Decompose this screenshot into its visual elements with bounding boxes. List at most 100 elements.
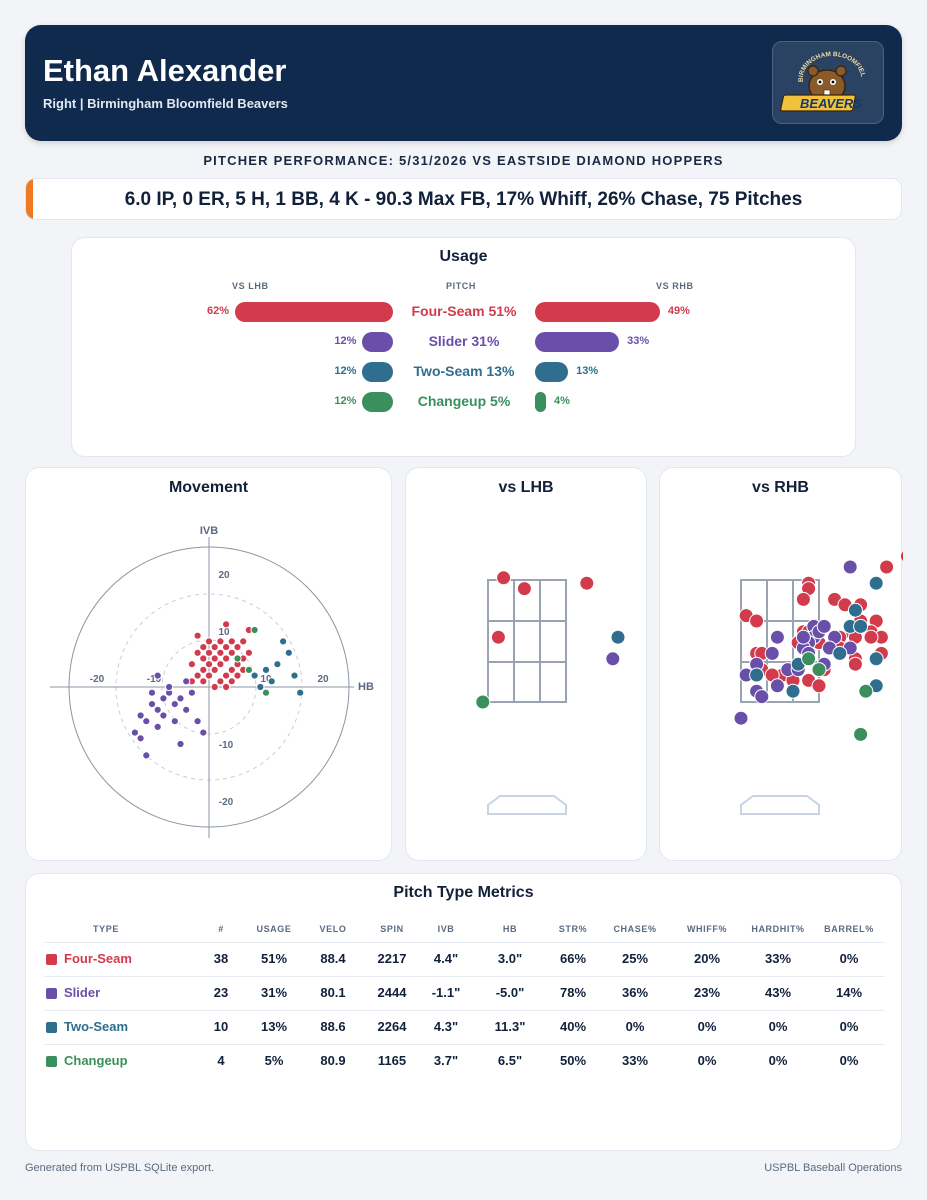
movement-point-four-seam-21 — [187, 660, 196, 669]
rhb-point-slider-18 — [764, 645, 780, 661]
rhb-point-two-seam-3 — [853, 618, 869, 634]
metrics-cell-changeup-10: 0% — [839, 1053, 859, 1068]
movement-point-changeup-1 — [233, 654, 242, 663]
movement-point-four-seam-27 — [210, 665, 219, 674]
movement-point-slider-9 — [165, 682, 174, 692]
metrics-cell-four-seam-0: 38 — [213, 951, 229, 966]
metrics-cell-changeup-4: 3.7" — [433, 1053, 459, 1068]
swatch-two-seam — [46, 1022, 57, 1033]
rhb-point-slider-10 — [769, 678, 785, 694]
movement-point-slider-14 — [170, 717, 179, 726]
usage-card: Usage VS LHB PITCH VS RHB 62% Four-Seam 5… — [71, 237, 856, 457]
movement-point-slider-0 — [147, 700, 157, 709]
metrics-cell-two-seam-10: 0% — [839, 1019, 859, 1034]
lhb-point-slider-0 — [605, 651, 621, 667]
lhb-point-four-seam-1 — [516, 581, 532, 597]
footer-left: Generated from USPBL SQLite export. — [25, 1162, 215, 1174]
movement-point-four-seam-0 — [222, 620, 231, 629]
movement-point-two-seam-7 — [256, 682, 265, 692]
player-header: Ethan Alexander Right | Birmingham Bloom… — [25, 25, 902, 141]
player-name: Ethan Alexander — [43, 53, 287, 88]
rhb-point-four-seam-0 — [899, 550, 903, 563]
metrics-header-4: SPIN — [380, 924, 404, 934]
movement-tick-x-neg20: -20 — [90, 674, 105, 685]
movement-point-four-seam-8 — [210, 643, 219, 652]
metrics-cell-four-seam-4: 4.4" — [433, 951, 459, 966]
metrics-row-rule — [44, 1010, 885, 1011]
movement-points — [130, 620, 305, 760]
rhb-location-card: vs RHB — [659, 467, 903, 861]
metrics-cell-slider-3: 2444 — [377, 985, 407, 1000]
usage-pct-lhb-slider: 12% — [334, 335, 357, 347]
lhb-strike-zone — [487, 579, 567, 703]
rhb-point-four-seam-9 — [749, 613, 765, 629]
lhb-title: vs LHB — [498, 479, 554, 496]
movement-point-slider-7 — [170, 700, 179, 709]
movement-point-slider-1 — [136, 711, 145, 720]
lhb-point-changeup-0 — [475, 694, 491, 710]
movement-point-four-seam-24 — [227, 665, 236, 674]
movement-point-slider-22 — [193, 717, 202, 726]
usage-pct-rhb-four-seam: 49% — [667, 305, 690, 317]
team-logo: BIRMINGHAM BLOOMFIELD BEAVERS — [771, 37, 884, 124]
movement-point-slider-11 — [187, 688, 196, 697]
rhb-points — [733, 550, 903, 742]
metrics-cell-slider-4: -1.1" — [431, 985, 461, 1000]
movement-point-four-seam-37 — [222, 682, 231, 692]
metrics-cell-two-seam-1: 13% — [260, 1019, 288, 1034]
metrics-cell-changeup-0: 4 — [217, 1053, 225, 1068]
rhb-title: vs RHB — [752, 479, 809, 496]
usage-pct-rhb-slider: 33% — [627, 335, 650, 347]
movement-point-slider-21 — [199, 728, 208, 737]
metrics-cell-changeup-8: 0% — [697, 1053, 717, 1068]
movement-point-four-seam-32 — [216, 677, 225, 686]
usage-pct-rhb-changeup: 4% — [554, 395, 570, 407]
lhb-points — [475, 570, 626, 710]
rhb-point-changeup-0 — [858, 683, 874, 699]
metrics-cell-changeup-2: 80.9 — [320, 1053, 346, 1068]
metrics-cell-changeup-3: 1165 — [377, 1053, 407, 1068]
metrics-cell-two-seam-0: 10 — [213, 1019, 229, 1034]
usage-bar-rhb-four-seam — [535, 302, 660, 322]
metrics-row-rule — [44, 976, 885, 977]
metrics-header-8: CHASE% — [613, 924, 657, 934]
rhb-point-changeup-1 — [801, 651, 817, 667]
movement-point-four-seam-13 — [204, 648, 214, 657]
movement-point-changeup-2 — [261, 688, 271, 697]
metrics-cell-changeup-1: 5% — [264, 1053, 284, 1068]
rhb-point-four-seam-22 — [863, 629, 879, 645]
metrics-cell-four-seam-9: 33% — [764, 951, 792, 966]
movement-point-slider-17 — [153, 671, 162, 680]
usage-bar-lhb-two-seam — [362, 362, 393, 382]
movement-point-two-seam-1 — [284, 648, 293, 657]
movement-point-four-seam-31 — [233, 671, 242, 680]
movement-point-slider-6 — [153, 722, 162, 731]
rhb-point-four-seam-37 — [847, 656, 863, 672]
usage-bar-lhb-changeup — [362, 392, 393, 412]
player-subtitle: Right | Birmingham Bloomfield Beavers — [43, 96, 288, 111]
rhb-point-four-seam-36 — [811, 678, 827, 694]
metrics-cell-four-seam-7: 25% — [621, 951, 649, 966]
metrics-cell-slider-5: -5.0" — [495, 985, 525, 1000]
movement-point-two-seam-5 — [267, 677, 276, 686]
movement-point-slider-16 — [182, 705, 191, 714]
movement-point-four-seam-23 — [216, 660, 225, 669]
movement-point-four-seam-17 — [199, 654, 208, 663]
movement-point-slider-19 — [142, 751, 151, 760]
movement-point-two-seam-4 — [261, 665, 271, 674]
metrics-cell-slider-7: 36% — [621, 985, 649, 1000]
movement-point-four-seam-28 — [222, 671, 231, 680]
metrics-cell-slider-0: 23 — [213, 985, 229, 1000]
rhb-home-plate — [740, 795, 820, 815]
movement-point-slider-13 — [159, 711, 168, 720]
metrics-cell-slider-1: 31% — [260, 985, 288, 1000]
movement-point-four-seam-26 — [199, 665, 208, 674]
movement-point-four-seam-30 — [204, 671, 214, 680]
metrics-cell-two-seam-9: 0% — [768, 1019, 788, 1034]
movement-point-slider-18 — [136, 734, 145, 743]
lhb-point-four-seam-0 — [496, 570, 512, 586]
metrics-type-two-seam: Two-Seam — [64, 1019, 129, 1034]
rhb-point-slider-0 — [842, 559, 858, 575]
rhb-point-four-seam-1 — [879, 559, 895, 575]
metrics-cell-four-seam-1: 51% — [260, 951, 288, 966]
